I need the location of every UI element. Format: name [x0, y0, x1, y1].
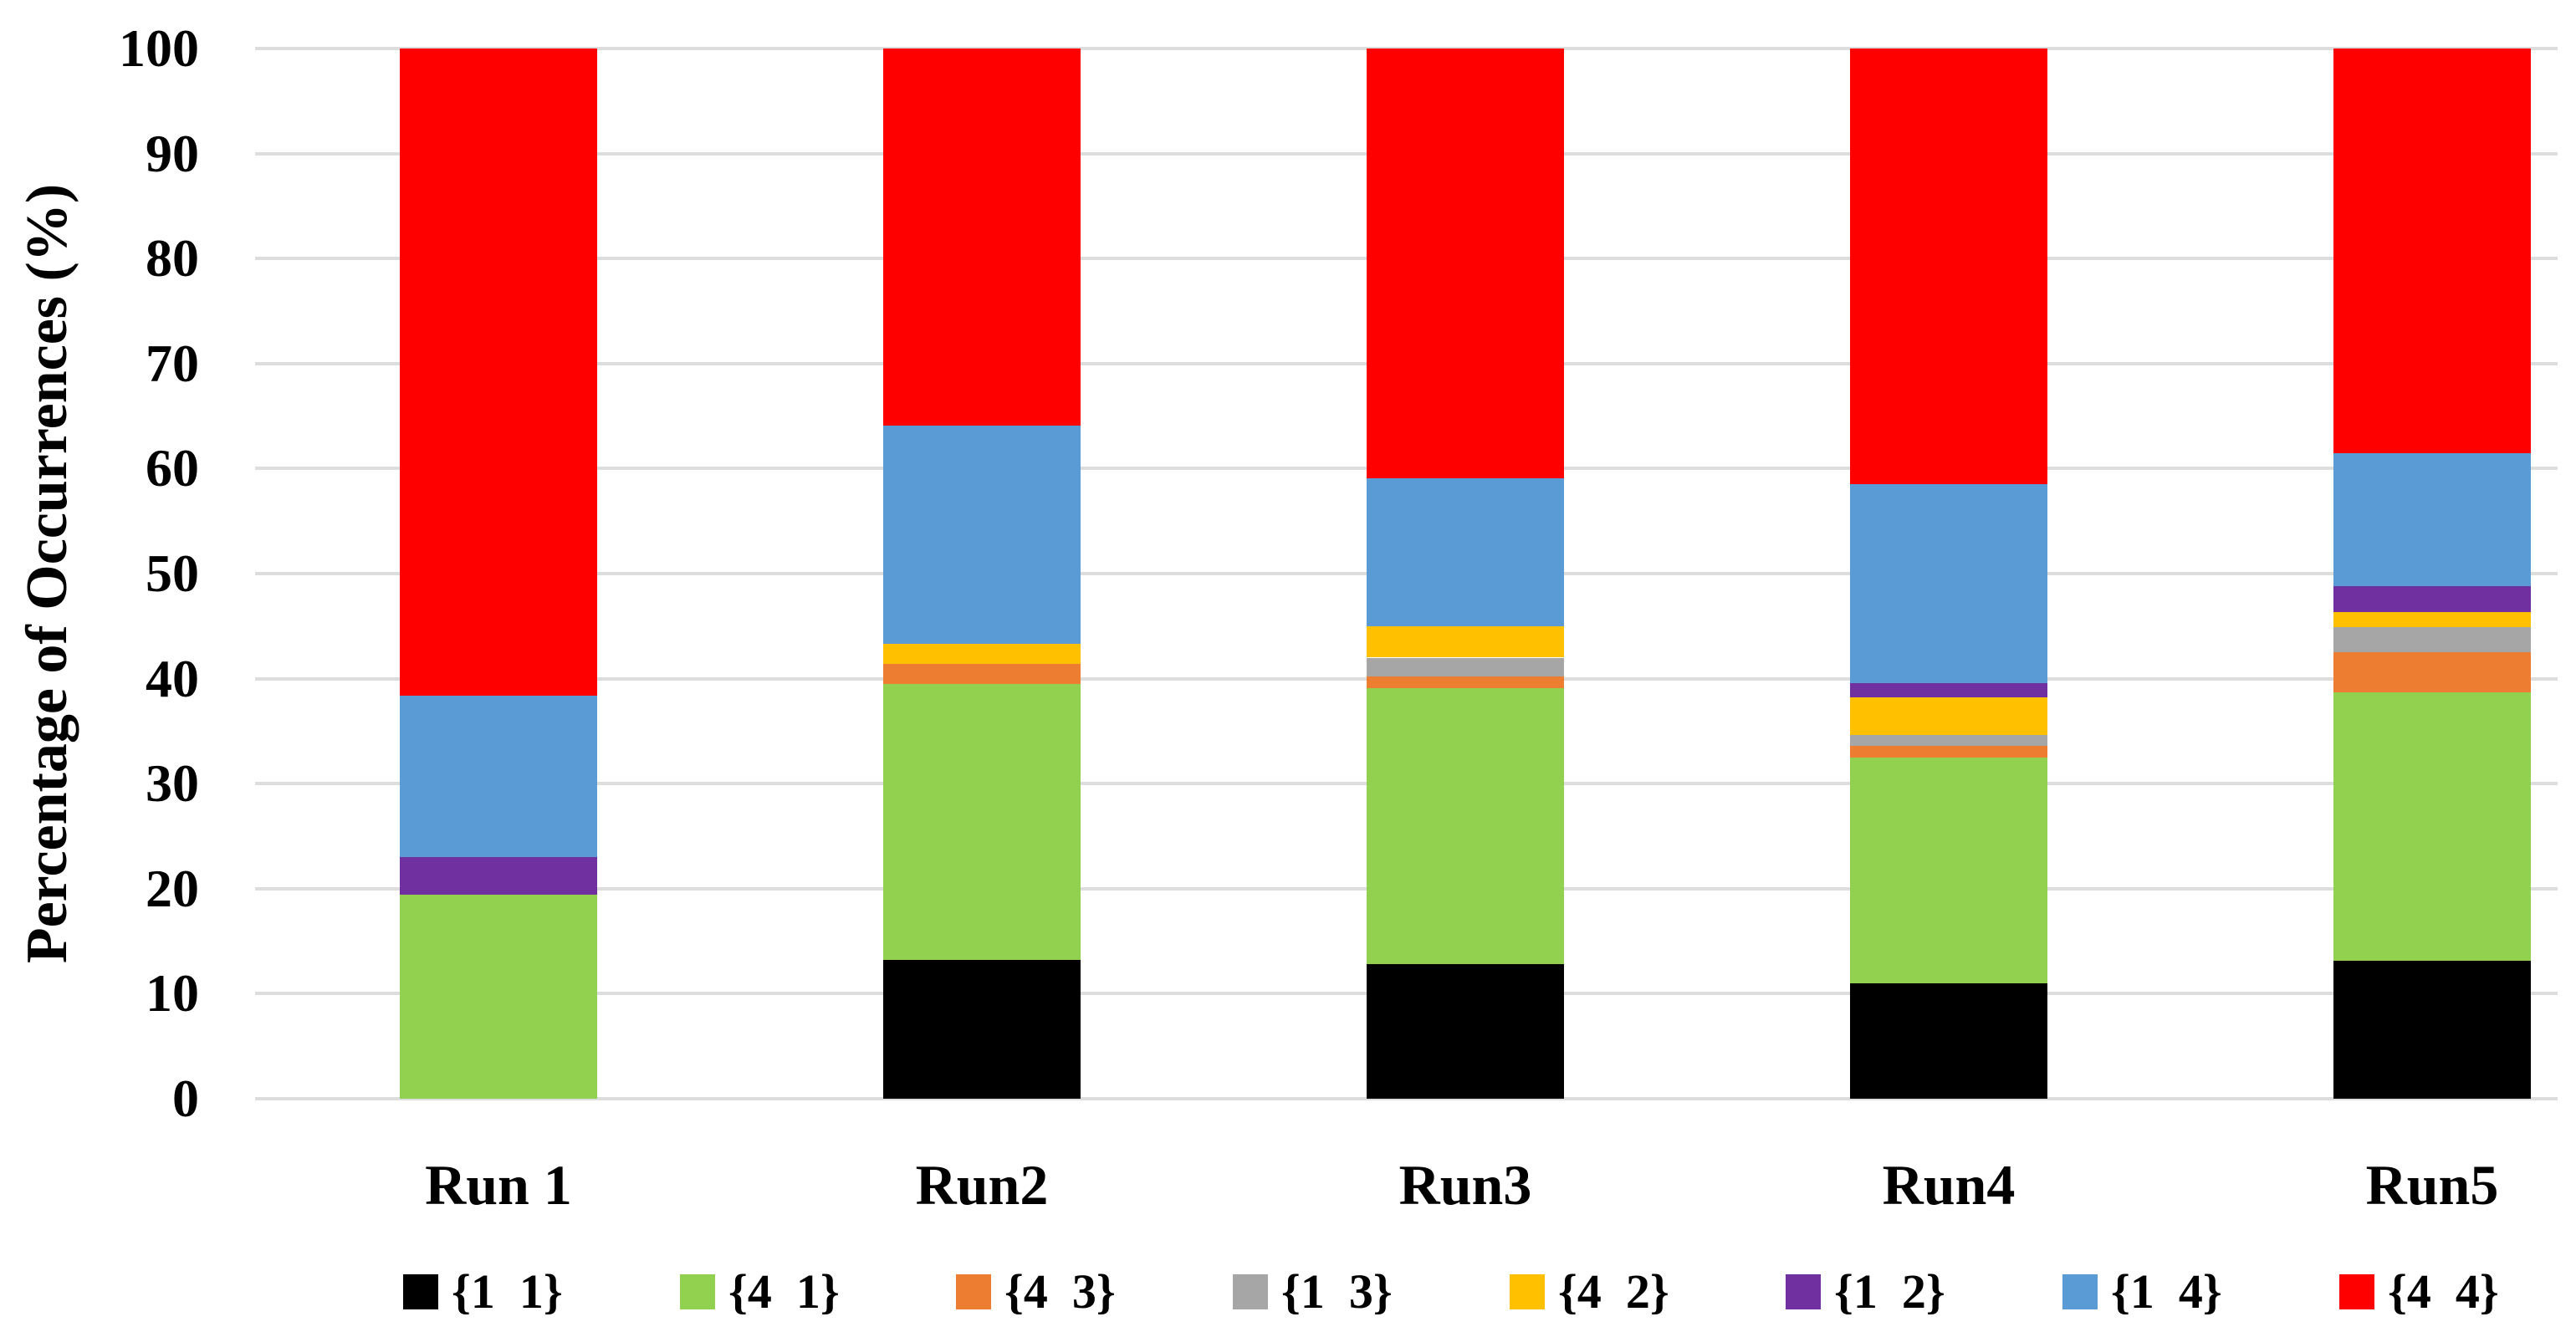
bar-segment-13: [2333, 627, 2531, 653]
bar-segment-12: [1850, 682, 2047, 698]
legend-item-42: {4 2}: [1510, 1258, 1669, 1325]
legend-swatch-icon: [2339, 1274, 2374, 1309]
bar-segment-11: [1367, 964, 1564, 1099]
bar-segment-44: [883, 48, 1081, 426]
bar-segment-42: [883, 644, 1081, 665]
y-tick-label: 50: [146, 544, 199, 603]
legend-item-41: {4 1}: [680, 1258, 840, 1325]
bar-segment-44: [1850, 48, 2047, 485]
bar-run4: [1850, 48, 2047, 1099]
legend-swatch-icon: [1786, 1274, 1821, 1309]
legend-item-14: {1 4}: [2062, 1258, 2222, 1325]
y-tick-label: 80: [146, 228, 199, 288]
y-tick-label: 20: [146, 858, 199, 918]
y-tick-label: 90: [146, 123, 199, 183]
legend-item-13: {1 3}: [1233, 1258, 1393, 1325]
bar-segment-41: [1367, 687, 1564, 965]
y-tick-label: 70: [146, 333, 199, 393]
y-tick-label: 40: [146, 648, 199, 708]
bar-segment-44: [2333, 48, 2531, 453]
bar-segment-12: [2333, 586, 2531, 613]
bar-segment-41: [400, 895, 597, 1099]
legend-label: {1 1}: [452, 1264, 563, 1319]
y-tick-label: 30: [146, 753, 199, 814]
gridline: [255, 1097, 2558, 1100]
legend-item-11: {1 1}: [403, 1258, 563, 1325]
bar-segment-41: [2333, 692, 2531, 962]
bar-segment-43: [2333, 652, 2531, 692]
legend-swatch-icon: [1233, 1274, 1268, 1309]
bar-segment-14: [2333, 452, 2531, 587]
legend-item-43: {4 3}: [956, 1258, 1116, 1325]
legend-swatch-icon: [1510, 1274, 1545, 1309]
bar-segment-14: [883, 425, 1081, 645]
bar-segment-41: [1850, 757, 2047, 983]
bar-segment-43: [883, 664, 1081, 684]
y-tick-label: 60: [146, 438, 199, 498]
bar-segment-42: [2333, 612, 2531, 628]
legend-item-12: {1 2}: [1786, 1258, 1945, 1325]
bar-segment-11: [1850, 982, 2047, 1099]
x-tick-label: Run3: [1398, 1153, 1532, 1217]
legend-swatch-icon: [680, 1274, 715, 1309]
legend-swatch-icon: [403, 1274, 438, 1309]
bar-segment-14: [400, 695, 597, 858]
legend-label: {4 2}: [1558, 1264, 1669, 1319]
bar-segment-44: [400, 48, 597, 696]
x-tick-label: Run2: [915, 1153, 1049, 1217]
bar-segment-14: [1850, 484, 2047, 683]
bar-segment-13: [1367, 657, 1564, 677]
bar-segment-14: [1367, 477, 1564, 626]
bar-segment-42: [1367, 625, 1564, 658]
legend-item-44: {4 4}: [2339, 1258, 2499, 1325]
legend-label: {1 3}: [1281, 1264, 1393, 1319]
x-tick-label: Run5: [2365, 1153, 2499, 1217]
bar-segment-11: [2333, 961, 2531, 1099]
bar-segment-44: [1367, 48, 1564, 478]
bar-run2: [883, 48, 1081, 1099]
bar-run-1: [400, 48, 597, 1099]
legend-label: {4 4}: [2388, 1264, 2499, 1319]
legend-swatch-icon: [956, 1274, 991, 1309]
x-tick-label: Run 1: [425, 1153, 572, 1217]
legend: {1 1} {4 1} {4 3} {1 3} {4 2} {1 2} {1 4} {4 4}: [0, 1258, 2576, 1325]
legend-label: {4 1}: [728, 1264, 840, 1319]
bar-segment-13: [1850, 735, 2047, 746]
bar-segment-43: [1850, 746, 2047, 758]
y-tick-label: 10: [146, 963, 199, 1023]
y-tick-label: 100: [119, 18, 199, 78]
legend-label: {1 2}: [1834, 1264, 1945, 1319]
bar-segment-42: [1850, 697, 2047, 736]
bar-run3: [1367, 48, 1564, 1099]
bar-segment-41: [883, 683, 1081, 961]
gridline: [255, 47, 2558, 50]
legend-label: {4 3}: [1004, 1264, 1116, 1319]
legend-swatch-icon: [2062, 1274, 2098, 1309]
bar-segment-11: [883, 960, 1081, 1099]
legend-label: {1 4}: [2111, 1264, 2222, 1319]
bar-run5: [2333, 48, 2531, 1099]
x-tick-label: Run4: [1882, 1153, 2016, 1217]
bar-segment-43: [1367, 676, 1564, 688]
y-tick-label: 0: [172, 1069, 199, 1128]
bar-segment-12: [400, 857, 597, 896]
